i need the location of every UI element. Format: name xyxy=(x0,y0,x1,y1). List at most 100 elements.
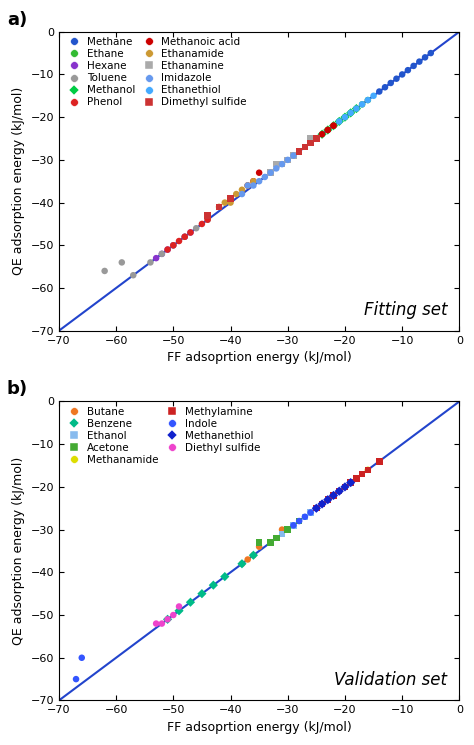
Point xyxy=(347,477,355,489)
Point xyxy=(318,498,326,510)
Point xyxy=(278,528,286,540)
Point xyxy=(295,515,303,527)
Point xyxy=(273,162,280,174)
Point xyxy=(318,128,326,140)
Point xyxy=(375,455,383,467)
Point xyxy=(324,494,332,506)
Point xyxy=(284,154,292,166)
Point xyxy=(295,515,303,527)
Point xyxy=(358,98,366,110)
Point xyxy=(250,175,257,187)
Point xyxy=(244,180,252,191)
Point xyxy=(238,558,246,570)
Point xyxy=(312,502,320,514)
Point xyxy=(324,494,332,506)
Point xyxy=(273,532,280,544)
Point xyxy=(330,489,337,501)
Point xyxy=(347,477,355,489)
Point xyxy=(347,477,355,489)
Point xyxy=(198,218,206,230)
Point xyxy=(312,502,320,514)
Point xyxy=(273,532,280,544)
Point xyxy=(324,124,332,136)
Legend: Methane, Ethane, Hexane, Toluene, Methanol, Phenol, Methanoic acid, Ethanamide, : Methane, Ethane, Hexane, Toluene, Methan… xyxy=(62,35,249,110)
Point xyxy=(353,472,360,484)
Point xyxy=(261,171,269,183)
Point xyxy=(164,613,172,625)
Point xyxy=(341,111,349,123)
Point xyxy=(347,107,355,119)
Point xyxy=(290,150,297,162)
Point xyxy=(312,502,320,514)
Point xyxy=(255,167,263,179)
Point xyxy=(290,519,297,531)
Point xyxy=(347,477,355,489)
Point xyxy=(364,94,372,106)
Point xyxy=(427,47,435,59)
Point xyxy=(341,481,349,493)
Point xyxy=(318,498,326,510)
Point xyxy=(238,558,246,570)
Point xyxy=(238,184,246,196)
Point xyxy=(284,524,292,536)
Y-axis label: QE adsorption energy (kJ/mol): QE adsorption energy (kJ/mol) xyxy=(12,457,25,645)
Point xyxy=(215,201,223,213)
Point xyxy=(129,269,137,281)
Point xyxy=(318,128,326,140)
X-axis label: FF adsoprtion energy (kJ/mol): FF adsoprtion energy (kJ/mol) xyxy=(167,351,352,364)
Point xyxy=(152,252,160,264)
Point xyxy=(215,201,223,213)
Point xyxy=(158,618,165,630)
Point xyxy=(307,507,314,519)
Point xyxy=(341,481,349,493)
Point xyxy=(404,64,412,76)
Point xyxy=(158,248,165,260)
Point xyxy=(278,158,286,170)
Point xyxy=(416,56,423,68)
Point xyxy=(290,519,297,531)
Text: a): a) xyxy=(7,10,27,29)
Point xyxy=(392,73,400,85)
Point xyxy=(250,549,257,561)
Point xyxy=(164,244,172,256)
Point xyxy=(324,494,332,506)
Point xyxy=(192,222,200,234)
Point xyxy=(267,536,274,548)
Point xyxy=(267,167,274,179)
Point xyxy=(273,158,280,170)
Point xyxy=(336,485,343,497)
Point xyxy=(267,536,274,548)
Point xyxy=(210,579,217,591)
Point xyxy=(330,120,337,132)
Point xyxy=(152,618,160,630)
Point xyxy=(72,673,80,685)
Text: Validation set: Validation set xyxy=(334,670,447,688)
Point xyxy=(278,524,286,536)
Point xyxy=(175,605,183,617)
Point xyxy=(198,588,206,600)
X-axis label: FF adsoprtion energy (kJ/mol): FF adsoprtion energy (kJ/mol) xyxy=(167,721,352,734)
Point xyxy=(170,239,177,251)
Point xyxy=(187,596,194,608)
Point xyxy=(324,124,332,136)
Point xyxy=(364,94,372,106)
Point xyxy=(164,613,172,625)
Point xyxy=(221,197,228,209)
Point xyxy=(336,485,343,497)
Point xyxy=(358,468,366,480)
Point xyxy=(370,90,377,102)
Point xyxy=(232,188,240,200)
Point xyxy=(284,524,292,536)
Point xyxy=(381,81,389,93)
Text: Fitting set: Fitting set xyxy=(364,301,447,319)
Point xyxy=(221,571,228,583)
Point xyxy=(347,107,355,119)
Point xyxy=(158,248,165,260)
Point xyxy=(101,265,109,277)
Point xyxy=(330,120,337,132)
Point xyxy=(175,235,183,247)
Point xyxy=(307,133,314,145)
Point xyxy=(244,554,252,565)
Point xyxy=(78,652,85,664)
Point xyxy=(250,549,257,561)
